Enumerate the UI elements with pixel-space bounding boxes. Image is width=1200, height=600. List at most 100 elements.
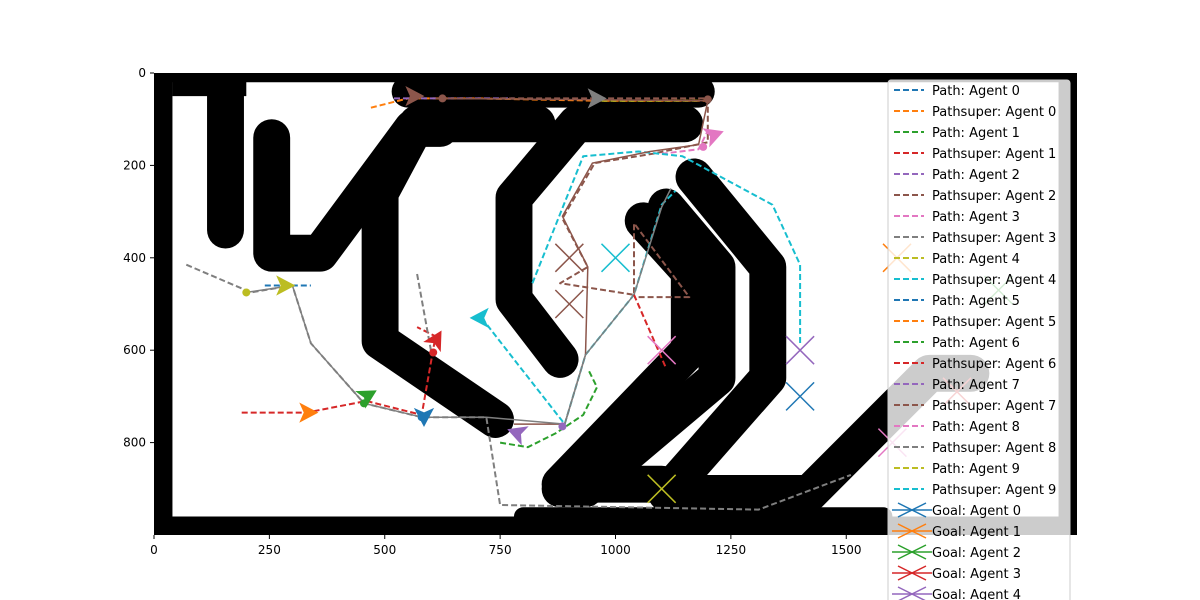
goal-9-stroke-b <box>600 243 631 273</box>
axis-layer: 0 250 500 750 1000 1250 1500 0 200 400 600 800 <box>123 66 861 557</box>
legend-label-15: Pathsuper: Agent 7 <box>932 399 1056 414</box>
legend-label-23: Goal: Agent 3 <box>932 567 1021 582</box>
legend-entry-12: Path: Agent 6 <box>894 336 1020 351</box>
legend-entry-23: Goal: Agent 3 <box>892 565 1021 582</box>
legend-label-0: Path: Agent 0 <box>932 84 1020 99</box>
legend-label-24: Goal: Agent 4 <box>932 588 1021 600</box>
agent-7-arrow <box>587 88 607 109</box>
legend-entry-4: Path: Agent 2 <box>894 168 1020 183</box>
goal-6-stroke-b <box>647 335 677 365</box>
goal-5-marker <box>554 243 584 273</box>
path-line-10 <box>531 150 802 346</box>
legend-label-20: Goal: Agent 0 <box>932 504 1021 519</box>
agent-9-marker <box>469 307 489 329</box>
legend-entry-5: Pathsuper: Agent 2 <box>894 189 1056 204</box>
legend-label-13: Pathsuper: Agent 6 <box>932 357 1056 372</box>
goal-9-marker <box>600 243 631 273</box>
obstacle-9 <box>495 105 704 378</box>
agent-5-arrow <box>405 85 425 107</box>
legend-label-22: Goal: Agent 2 <box>932 546 1021 561</box>
x-tick-label-5: 1250 <box>716 543 747 557</box>
position-dot-4 <box>558 422 567 431</box>
legend-box <box>887 79 1071 600</box>
obstacle-11 <box>541 202 708 503</box>
legend-label-11: Pathsuper: Agent 5 <box>932 315 1056 330</box>
agent-0-marker <box>413 407 435 427</box>
legend-label-21: Goal: Agent 1 <box>932 525 1021 540</box>
legend-label-18: Path: Agent 9 <box>932 462 1020 477</box>
x-tick-label-0: 0 <box>150 543 158 557</box>
path-line-13 <box>633 294 668 370</box>
legend-entry-11: Pathsuper: Agent 5 <box>894 315 1056 330</box>
position-dot-3 <box>429 348 438 357</box>
agent-4-arrow <box>507 426 529 446</box>
agent-2-marker <box>355 390 377 409</box>
legend-label-4: Path: Agent 2 <box>932 168 1020 183</box>
x-tick-label-2: 500 <box>373 543 396 557</box>
legend-entry-7: Pathsuper: Agent 3 <box>894 231 1056 246</box>
path-line-2 <box>499 368 598 449</box>
legend-label-9: Pathsuper: Agent 4 <box>932 273 1056 288</box>
obstacle-8 <box>361 105 556 438</box>
agent-8-marker <box>276 275 296 296</box>
legend-entry-13: Pathsuper: Agent 6 <box>894 357 1056 372</box>
agent-1-arrow <box>299 402 319 423</box>
agent-2-arrow <box>355 390 377 409</box>
goal-6-marker <box>647 335 677 365</box>
agent-layer <box>276 85 724 446</box>
goal-5-stroke-b <box>554 243 584 273</box>
legend-label-3: Pathsuper: Agent 1 <box>932 147 1056 162</box>
legend-entry-2: Path: Agent 1 <box>894 126 1020 141</box>
legend-entry-22: Goal: Agent 2 <box>892 544 1021 561</box>
goal-8-stroke-b <box>647 474 677 504</box>
legend-entry-21: Goal: Agent 1 <box>892 523 1021 540</box>
legend-entry-10: Path: Agent 5 <box>894 294 1020 309</box>
legend-label-1: Pathsuper: Agent 0 <box>932 105 1056 120</box>
y-tick-label-1: 200 <box>123 158 146 172</box>
y-tick-label-2: 400 <box>123 251 146 265</box>
legend-label-8: Path: Agent 4 <box>932 252 1020 267</box>
agent-6-marker <box>702 128 724 148</box>
legend-entry-3: Pathsuper: Agent 1 <box>894 147 1056 162</box>
goal-7-marker <box>554 289 584 319</box>
goal-0-marker <box>785 381 815 411</box>
legend-label-5: Pathsuper: Agent 2 <box>932 189 1056 204</box>
legend-entry-9: Pathsuper: Agent 4 <box>894 273 1056 288</box>
legend-entry-8: Path: Agent 4 <box>894 252 1020 267</box>
legend-label-10: Path: Agent 5 <box>932 294 1020 309</box>
legend-entry-20: Goal: Agent 0 <box>892 502 1021 519</box>
pathsuper-line-5 <box>500 97 709 299</box>
agent-4-marker <box>507 426 529 446</box>
legend-entry-16: Path: Agent 8 <box>894 420 1020 435</box>
agent-0-arrow <box>413 407 435 427</box>
obstacle-layer <box>154 73 1077 535</box>
legend-label-14: Path: Agent 7 <box>932 378 1020 393</box>
legend-entry-18: Path: Agent 9 <box>894 462 1020 477</box>
position-dot-7 <box>699 142 708 151</box>
plot-area <box>154 73 1077 535</box>
goal-4-marker <box>785 335 815 365</box>
legend-entry-14: Path: Agent 7 <box>894 378 1020 393</box>
legend-label-12: Path: Agent 6 <box>932 336 1020 351</box>
agent-8-arrow <box>276 275 296 296</box>
legend-entry-15: Pathsuper: Agent 7 <box>894 399 1056 414</box>
x-tick-label-6: 1500 <box>831 543 862 557</box>
legend: Path: Agent 0 Pathsuper: Agent 0 Path: Age… <box>887 79 1071 600</box>
y-tick-label-4: 800 <box>123 436 146 450</box>
agent-1-marker <box>299 402 319 423</box>
goal-8-marker <box>647 474 677 504</box>
path-line-14 <box>416 273 432 351</box>
agent-9-arrow <box>469 307 489 329</box>
legend-entry-0: Path: Agent 0 <box>894 84 1020 99</box>
legend-entry-1: Pathsuper: Agent 0 <box>894 105 1056 120</box>
x-tick-label-3: 750 <box>489 543 512 557</box>
pathsuper-line-3 <box>241 326 437 416</box>
x-tick-label-1: 250 <box>258 543 281 557</box>
goal-4-stroke-b <box>785 335 815 365</box>
series-layer <box>185 97 852 511</box>
legend-label-7: Pathsuper: Agent 3 <box>932 231 1056 246</box>
agent-3-arrow <box>423 330 442 353</box>
legend-label-17: Pathsuper: Agent 8 <box>932 441 1056 456</box>
path-line-6 <box>661 130 709 155</box>
